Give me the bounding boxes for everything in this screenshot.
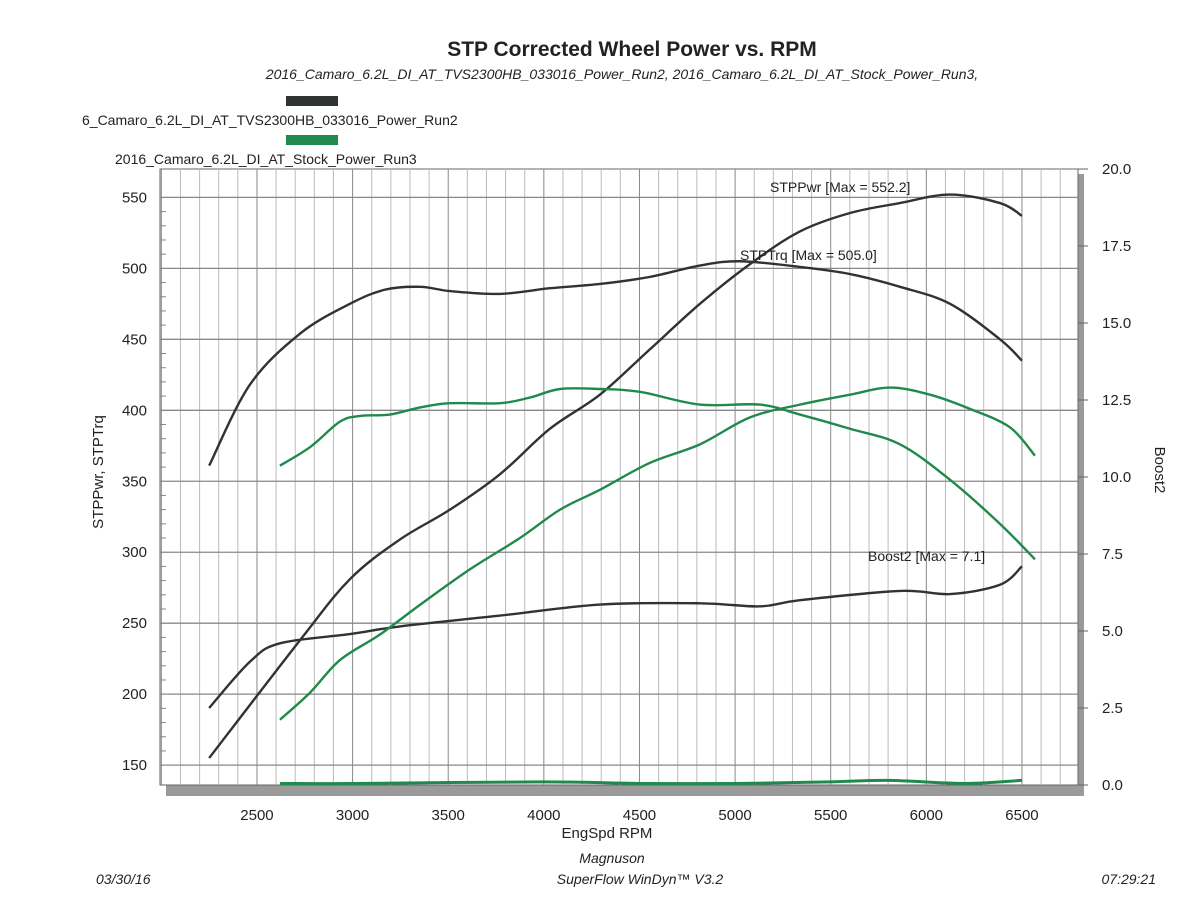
footer-date: 03/30/16: [96, 871, 151, 887]
legend-label-run2: 6_Camaro_6.2L_DI_AT_TVS2300HB_033016_Pow…: [82, 112, 458, 128]
legend-swatch-run3: [286, 135, 338, 145]
x-axis-label: EngSpd RPM: [562, 825, 653, 842]
x-tick-label: 5500: [814, 807, 847, 824]
series-line-3: [279, 387, 1036, 561]
y-tick-label: 450: [122, 331, 147, 348]
y2-tick-label: 17.5: [1102, 238, 1131, 255]
footer-software: SuperFlow WinDyn™ V3.2: [557, 871, 724, 887]
y2-tick-label: 5.0: [1102, 623, 1123, 640]
y2-tick-label: 15.0: [1102, 315, 1131, 332]
y-tick-label: 550: [122, 189, 147, 206]
x-tick-label: 6000: [910, 807, 943, 824]
y-tick-label: 500: [122, 260, 147, 277]
legend-label-run3: 2016_Camaro_6.2L_DI_AT_Stock_Power_Run3: [115, 151, 417, 167]
y2-tick-label: 12.5: [1102, 392, 1131, 409]
x-tick-label: 4000: [527, 807, 560, 824]
y-tick-label: 300: [122, 544, 147, 561]
chart-subtitle: 2016_Camaro_6.2L_DI_AT_TVS2300HB_033016_…: [265, 66, 978, 82]
y2-tick-label: 7.5: [1102, 546, 1123, 563]
y-tick-label: 250: [122, 615, 147, 632]
annotation-boost2: Boost2 [Max = 7.1]: [868, 548, 985, 564]
y-tick-label: 200: [122, 686, 147, 703]
footer-time: 07:29:21: [1102, 871, 1157, 887]
annotation-stppwr: STPPwr [Max = 552.2]: [770, 179, 910, 195]
y-axis-label: STPPwr, STPTrq: [90, 415, 107, 529]
series-line-0: [208, 193, 1023, 759]
annotation-stptrq: STPTrq [Max = 505.0]: [740, 247, 877, 263]
y-tick-label: 350: [122, 473, 147, 490]
x-tick-label: 3500: [432, 807, 465, 824]
y2-tick-label: 20.0: [1102, 161, 1131, 178]
plot-area: [159, 168, 1079, 786]
ticks: 2500 3000 3500 4000 4500 5000 5500 6000 6500 150 2…: [122, 161, 1131, 824]
series-line-4: [279, 386, 1036, 721]
grid: [160, 169, 1078, 785]
y2-tick-label: 2.5: [1102, 700, 1123, 717]
chart-title: STP Corrected Wheel Power vs. RPM: [447, 38, 817, 61]
x-tick-label: 3000: [336, 807, 369, 824]
y2-axis-label: Boost2: [1151, 447, 1168, 494]
series-line-1: [208, 260, 1023, 467]
y-tick-label: 150: [122, 757, 147, 774]
x-tick-label: 5000: [718, 807, 751, 824]
y-tick-label: 400: [122, 402, 147, 419]
y2-tick-label: 0.0: [1102, 777, 1123, 794]
footer-company: Magnuson: [579, 850, 645, 866]
series-lines: [208, 193, 1036, 786]
series-line-2: [208, 565, 1023, 709]
x-tick-label: 6500: [1005, 807, 1038, 824]
legend-swatch-run2: [286, 96, 338, 106]
x-tick-label: 2500: [240, 807, 273, 824]
series-line-5: [279, 778, 1023, 786]
y2-tick-label: 10.0: [1102, 469, 1131, 486]
x-tick-label: 4500: [623, 807, 656, 824]
